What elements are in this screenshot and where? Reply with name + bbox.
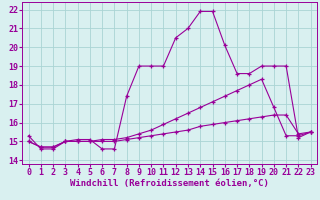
X-axis label: Windchill (Refroidissement éolien,°C): Windchill (Refroidissement éolien,°C) [70, 179, 269, 188]
